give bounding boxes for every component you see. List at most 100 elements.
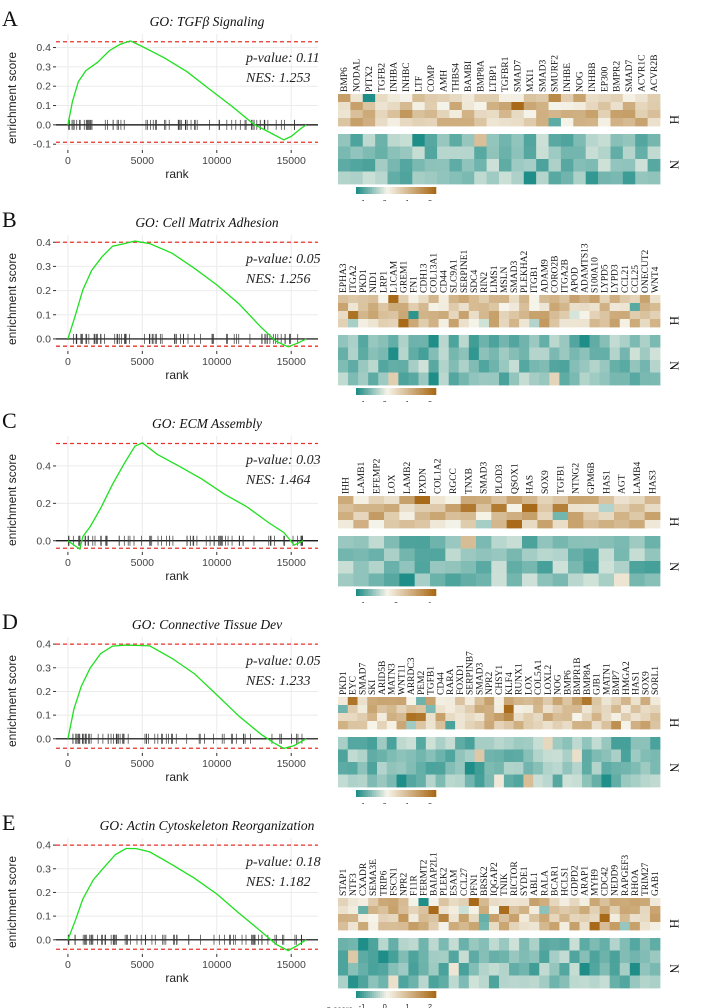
heatmap-cell — [399, 146, 413, 160]
heatmap-cell — [599, 347, 611, 361]
heatmap-cell — [559, 906, 570, 915]
heatmap-cell — [629, 311, 641, 320]
heatmap-cell — [428, 914, 440, 923]
heatmap-cell — [506, 548, 523, 562]
gene-label: COL13A1 — [430, 253, 440, 293]
heatmap-cell — [589, 906, 601, 915]
heatmap-cell — [353, 536, 370, 549]
heatmap-cell — [639, 906, 651, 915]
heatmap-cell — [579, 311, 590, 320]
colorbar-segment — [434, 388, 437, 395]
x-tick-label: 0 — [65, 959, 71, 971]
heatmap-cell — [519, 914, 530, 923]
heatmap-cell — [484, 721, 495, 730]
x-axis-label: rank — [165, 167, 189, 181]
heatmap-cell — [474, 171, 488, 185]
heatmap-cell — [533, 721, 544, 730]
colorbar-segment — [426, 991, 429, 998]
colorbar-segment — [422, 187, 425, 194]
heatmap-cell — [559, 311, 570, 320]
heatmap-cell — [511, 134, 525, 147]
heatmap-cell — [378, 898, 389, 907]
heatmap-cell — [377, 737, 388, 750]
heatmap-cell — [523, 749, 534, 763]
colorbar-segment — [394, 790, 397, 797]
gene-label: ONECUT2 — [641, 249, 651, 293]
heatmap-cell — [614, 548, 630, 562]
gene-label: S100A10 — [591, 257, 601, 293]
gene-label: PLOD3 — [495, 464, 505, 494]
heatmap-cell — [601, 705, 612, 714]
heatmap-cell — [619, 950, 631, 964]
heatmap-cell — [357, 713, 368, 722]
gene-label: LTF — [415, 76, 425, 92]
heatmap-cell — [639, 360, 651, 373]
heatmap-cell — [348, 906, 359, 915]
enrichment-curve — [67, 442, 304, 551]
heatmap-cell — [529, 372, 540, 386]
heatmap-cell — [408, 906, 419, 915]
heatmap-cell — [399, 561, 416, 574]
heatmap-cell — [388, 295, 399, 304]
heatmap-cell — [362, 94, 376, 103]
y-tick-label: 0.4 — [36, 840, 51, 852]
colorbar-segment — [416, 589, 419, 596]
colorbar-segment — [358, 790, 361, 797]
y-tick-label: 0.3 — [36, 261, 51, 273]
heatmap-cell — [609, 372, 621, 386]
gene-label: SLC9A1 — [450, 259, 460, 293]
heatmap-cell — [428, 347, 440, 361]
heatmap-cell — [562, 737, 573, 750]
heatmap-cell — [537, 512, 554, 521]
heatmap-cell — [598, 171, 611, 185]
colorbar-segment — [368, 187, 371, 194]
heatmap-cell — [611, 737, 622, 750]
heatmap-cell — [573, 110, 587, 119]
colorbar-tick-label: -1 — [359, 198, 366, 201]
colorbar-segment — [424, 388, 427, 395]
heatmap-cell — [640, 705, 651, 714]
heatmap-cell — [552, 774, 563, 788]
heatmap-cell — [358, 922, 369, 931]
heatmap-cell — [649, 922, 661, 931]
heatmap-cell — [353, 504, 370, 513]
heatmap-cell — [529, 975, 540, 989]
heatmap-cell — [647, 118, 661, 127]
heatmap-cell — [635, 159, 649, 172]
heatmap-cell — [569, 295, 580, 304]
colorbar-segment — [406, 388, 409, 395]
colorbar-segment — [410, 790, 413, 797]
y-axis-label: enrichment score — [5, 253, 19, 345]
heatmap-cell — [362, 110, 376, 119]
heatmap-cell — [549, 938, 560, 951]
heatmap-cell — [388, 950, 399, 964]
heatmap-cell — [650, 762, 661, 775]
heatmap-cell — [338, 749, 349, 763]
heatmap-cell — [464, 737, 476, 750]
heatmap-cell — [386, 774, 397, 788]
heatmap-cell — [338, 938, 349, 951]
heatmap-cell — [559, 360, 570, 373]
heatmap-cell — [491, 536, 508, 549]
heatmap-cell — [424, 159, 438, 172]
heatmap-cell — [610, 134, 624, 147]
gene-label: CHSY1 — [495, 665, 505, 695]
heatmap-cell — [461, 159, 475, 172]
heatmap-cell — [499, 360, 510, 373]
heatmap-cell — [428, 319, 440, 328]
heatmap-cell — [589, 303, 601, 312]
panel-a: 0 5000 10000 15000 -0.1 0.0 0.1 0.2 0.3 0.4 rank en… — [0, 0, 711, 201]
plot-title: GO: Connective Tissue Dev — [132, 617, 282, 632]
heatmap-cell — [455, 737, 466, 750]
heatmap-cell — [396, 749, 407, 763]
heatmap-cell — [573, 146, 587, 160]
heatmap-cell — [511, 159, 525, 172]
heatmap-cell — [338, 146, 351, 160]
heatmap-cell — [474, 146, 488, 160]
colorbar-segment — [416, 991, 419, 998]
gene-label: HAS — [526, 475, 536, 494]
heatmap-cell — [488, 963, 500, 976]
heatmap-cell — [583, 512, 600, 521]
heatmap-cell — [523, 721, 534, 730]
heatmap-cell — [398, 372, 409, 386]
